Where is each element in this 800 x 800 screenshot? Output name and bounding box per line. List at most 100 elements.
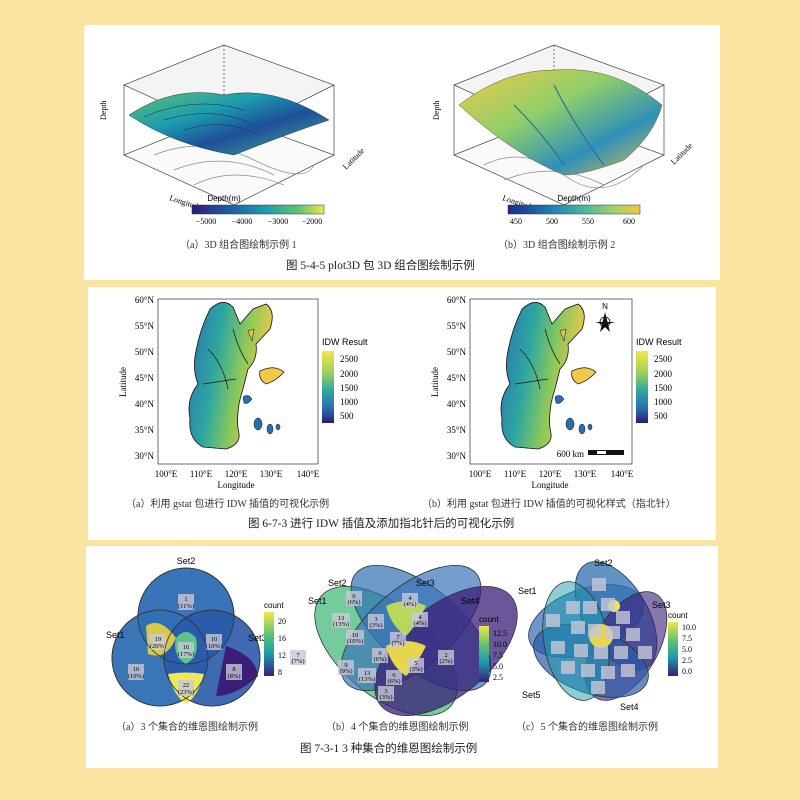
- legend-ticks-a: 2500 2000 1500 1000 500: [340, 354, 359, 421]
- legend-ticks-venn-c: 10.0 7.5 5.0 2.5 0.0: [682, 623, 696, 676]
- svg-text:1500: 1500: [340, 383, 359, 393]
- svg-text:50°N: 50°N: [135, 347, 155, 357]
- legend-bar-venn-b: [479, 626, 489, 682]
- colorbar-a: [191, 204, 325, 215]
- svg-text:5.0: 5.0: [682, 645, 692, 654]
- set-label-c-set1: Set1: [518, 586, 537, 596]
- svg-text:2000: 2000: [340, 369, 359, 379]
- svg-text:(10%): (10%): [206, 643, 222, 650]
- svg-text:450: 450: [510, 217, 522, 226]
- svg-text:500: 500: [340, 411, 354, 421]
- plot3d-a: [123, 44, 335, 206]
- svg-text:140°E: 140°E: [611, 469, 634, 479]
- legend-ticks-b: 2500 2000 1500 1000 500: [654, 354, 673, 421]
- svg-text:500: 500: [654, 411, 668, 421]
- ylabel-b: Latitude: [430, 367, 440, 397]
- venn-b-region-labels: 6(6%) 4(4%) 13(13%) 3(3%) 10(10%) 4(4%) …: [290, 591, 454, 701]
- caption-673b: （b）利用 gstat 包进行 IDW 插值的可视化样式（指北针）: [422, 499, 676, 510]
- set-label-a-set3: Set3: [248, 633, 267, 643]
- legend-title-a: IDW Result: [322, 337, 368, 347]
- svg-text:120°E: 120°E: [225, 469, 248, 479]
- y-ticks-b: 60°N 55°N 50°N 45°N 40°N 35°N 30°N: [447, 295, 467, 461]
- svg-text:40°N: 40°N: [447, 399, 467, 409]
- x-ticks-a: 100°E 110°E 120°E 130°E 140°E: [155, 469, 320, 479]
- svg-text:−3000: −3000: [268, 217, 289, 226]
- svg-text:40°N: 40°N: [135, 399, 155, 409]
- svg-text:1: 1: [184, 596, 187, 603]
- svg-text:(10%): (10%): [347, 638, 363, 645]
- latitude-axis-label-b: Latitude: [669, 141, 695, 167]
- svg-text:(23%): (23%): [178, 689, 194, 696]
- svg-text:110°E: 110°E: [190, 469, 213, 479]
- set-label-b-set1: Set1: [308, 596, 327, 606]
- svg-text:16: 16: [278, 634, 286, 643]
- set-label-b-set2: Set2: [328, 578, 347, 588]
- scale-label: 600 km: [557, 449, 584, 459]
- svg-text:6: 6: [378, 650, 382, 657]
- svg-text:130°E: 130°E: [574, 469, 597, 479]
- set-label-a-set1: Set1: [106, 630, 125, 640]
- svg-text:(20%): (20%): [150, 643, 166, 650]
- svg-text:16: 16: [183, 644, 190, 651]
- svg-text:−5000: −5000: [196, 217, 217, 226]
- colorbar-ticks-a: −5000 −4000 −3000 −2000: [196, 217, 323, 226]
- svg-text:(17%): (17%): [178, 651, 194, 658]
- svg-text:7.5: 7.5: [682, 634, 692, 643]
- svg-text:2: 2: [444, 652, 447, 659]
- caption-545b: （b）3D 组合图绘制示例 2: [498, 240, 616, 251]
- svg-text:6: 6: [352, 593, 356, 600]
- svg-text:(3%): (3%): [380, 694, 393, 701]
- scale-bar: [588, 450, 624, 455]
- svg-text:−4000: −4000: [232, 217, 253, 226]
- svg-text:9: 9: [344, 662, 347, 669]
- svg-text:12.5: 12.5: [493, 629, 507, 638]
- svg-text:45°N: 45°N: [135, 373, 155, 383]
- figure-7-3-1-graphic: Set2 Set1 Set3 1(11%) 19(20%) 16(17%) 10…: [106, 556, 696, 717]
- figure-6-7-3-panel: 60°N 55°N 50°N 45°N 40°N 35°N 30°N 100°E…: [88, 287, 716, 540]
- svg-text:3: 3: [384, 688, 387, 695]
- x-ticks-b: 100°E 110°E 120°E 130°E 140°E: [469, 469, 634, 479]
- north-label: N: [602, 302, 608, 311]
- legend-ticks-venn-b: 12.5 10.0 7.5 5.0 2.5: [493, 629, 507, 682]
- svg-text:(10%): (10%): [128, 673, 144, 680]
- depth-axis-label-b: Depth: [432, 100, 441, 120]
- set-label-b-set3: Set3: [416, 578, 435, 588]
- svg-text:(6%): (6%): [374, 656, 387, 663]
- svg-text:10.0: 10.0: [682, 623, 696, 632]
- svg-text:55°N: 55°N: [447, 321, 467, 331]
- colorbar-b: [507, 204, 641, 215]
- colorbar-title-b: Depth(m): [557, 194, 591, 203]
- svg-text:(3%): (3%): [370, 622, 383, 629]
- svg-text:1000: 1000: [654, 397, 673, 407]
- svg-text:30°N: 30°N: [135, 451, 155, 461]
- svg-text:1500: 1500: [654, 383, 673, 393]
- svg-text:19: 19: [155, 636, 162, 643]
- figure-6-7-3-graphic: 60°N 55°N 50°N 45°N 40°N 35°N 30°N 100°E…: [118, 295, 682, 490]
- set-label-c-set2: Set2: [594, 558, 613, 568]
- set-label-c-set4: Set4: [620, 702, 639, 712]
- svg-text:−2000: −2000: [302, 217, 323, 226]
- svg-text:60°N: 60°N: [135, 295, 155, 305]
- svg-text:5: 5: [414, 660, 417, 667]
- svg-text:6: 6: [392, 672, 396, 679]
- idw-map-a: [157, 298, 319, 465]
- svg-text:5.0: 5.0: [493, 662, 503, 671]
- caption-545a: （a）3D 组合图绘制示例 1: [180, 240, 297, 251]
- svg-text:20: 20: [278, 617, 286, 626]
- y-ticks-a: 60°N 55°N 50°N 45°N 40°N 35°N 30°N: [135, 295, 155, 461]
- svg-text:4: 4: [418, 614, 422, 621]
- svg-text:22: 22: [183, 682, 190, 689]
- venn-a-region-labels: 1(11%) 19(20%) 16(17%) 10(10%) 10(10%) 8…: [128, 594, 242, 696]
- caption-673a: （a）利用 gstat 包进行 IDW 插值的可视化示例: [126, 499, 330, 510]
- svg-text:(6%): (6%): [348, 599, 361, 606]
- latitude-axis-label-a: Latitude: [341, 146, 367, 172]
- set-label-b-set4: Set4: [461, 596, 480, 606]
- legend-bar-a: [322, 351, 334, 423]
- svg-text:(13%): (13%): [333, 621, 349, 628]
- svg-text:55°N: 55°N: [135, 321, 155, 331]
- legend-title-venn-a: count: [264, 601, 284, 610]
- svg-text:2.5: 2.5: [682, 656, 692, 665]
- svg-text:600: 600: [623, 217, 635, 226]
- caption-731a: （a）3 个集合的维恩图绘制示例: [116, 722, 258, 733]
- svg-text:10: 10: [352, 632, 359, 639]
